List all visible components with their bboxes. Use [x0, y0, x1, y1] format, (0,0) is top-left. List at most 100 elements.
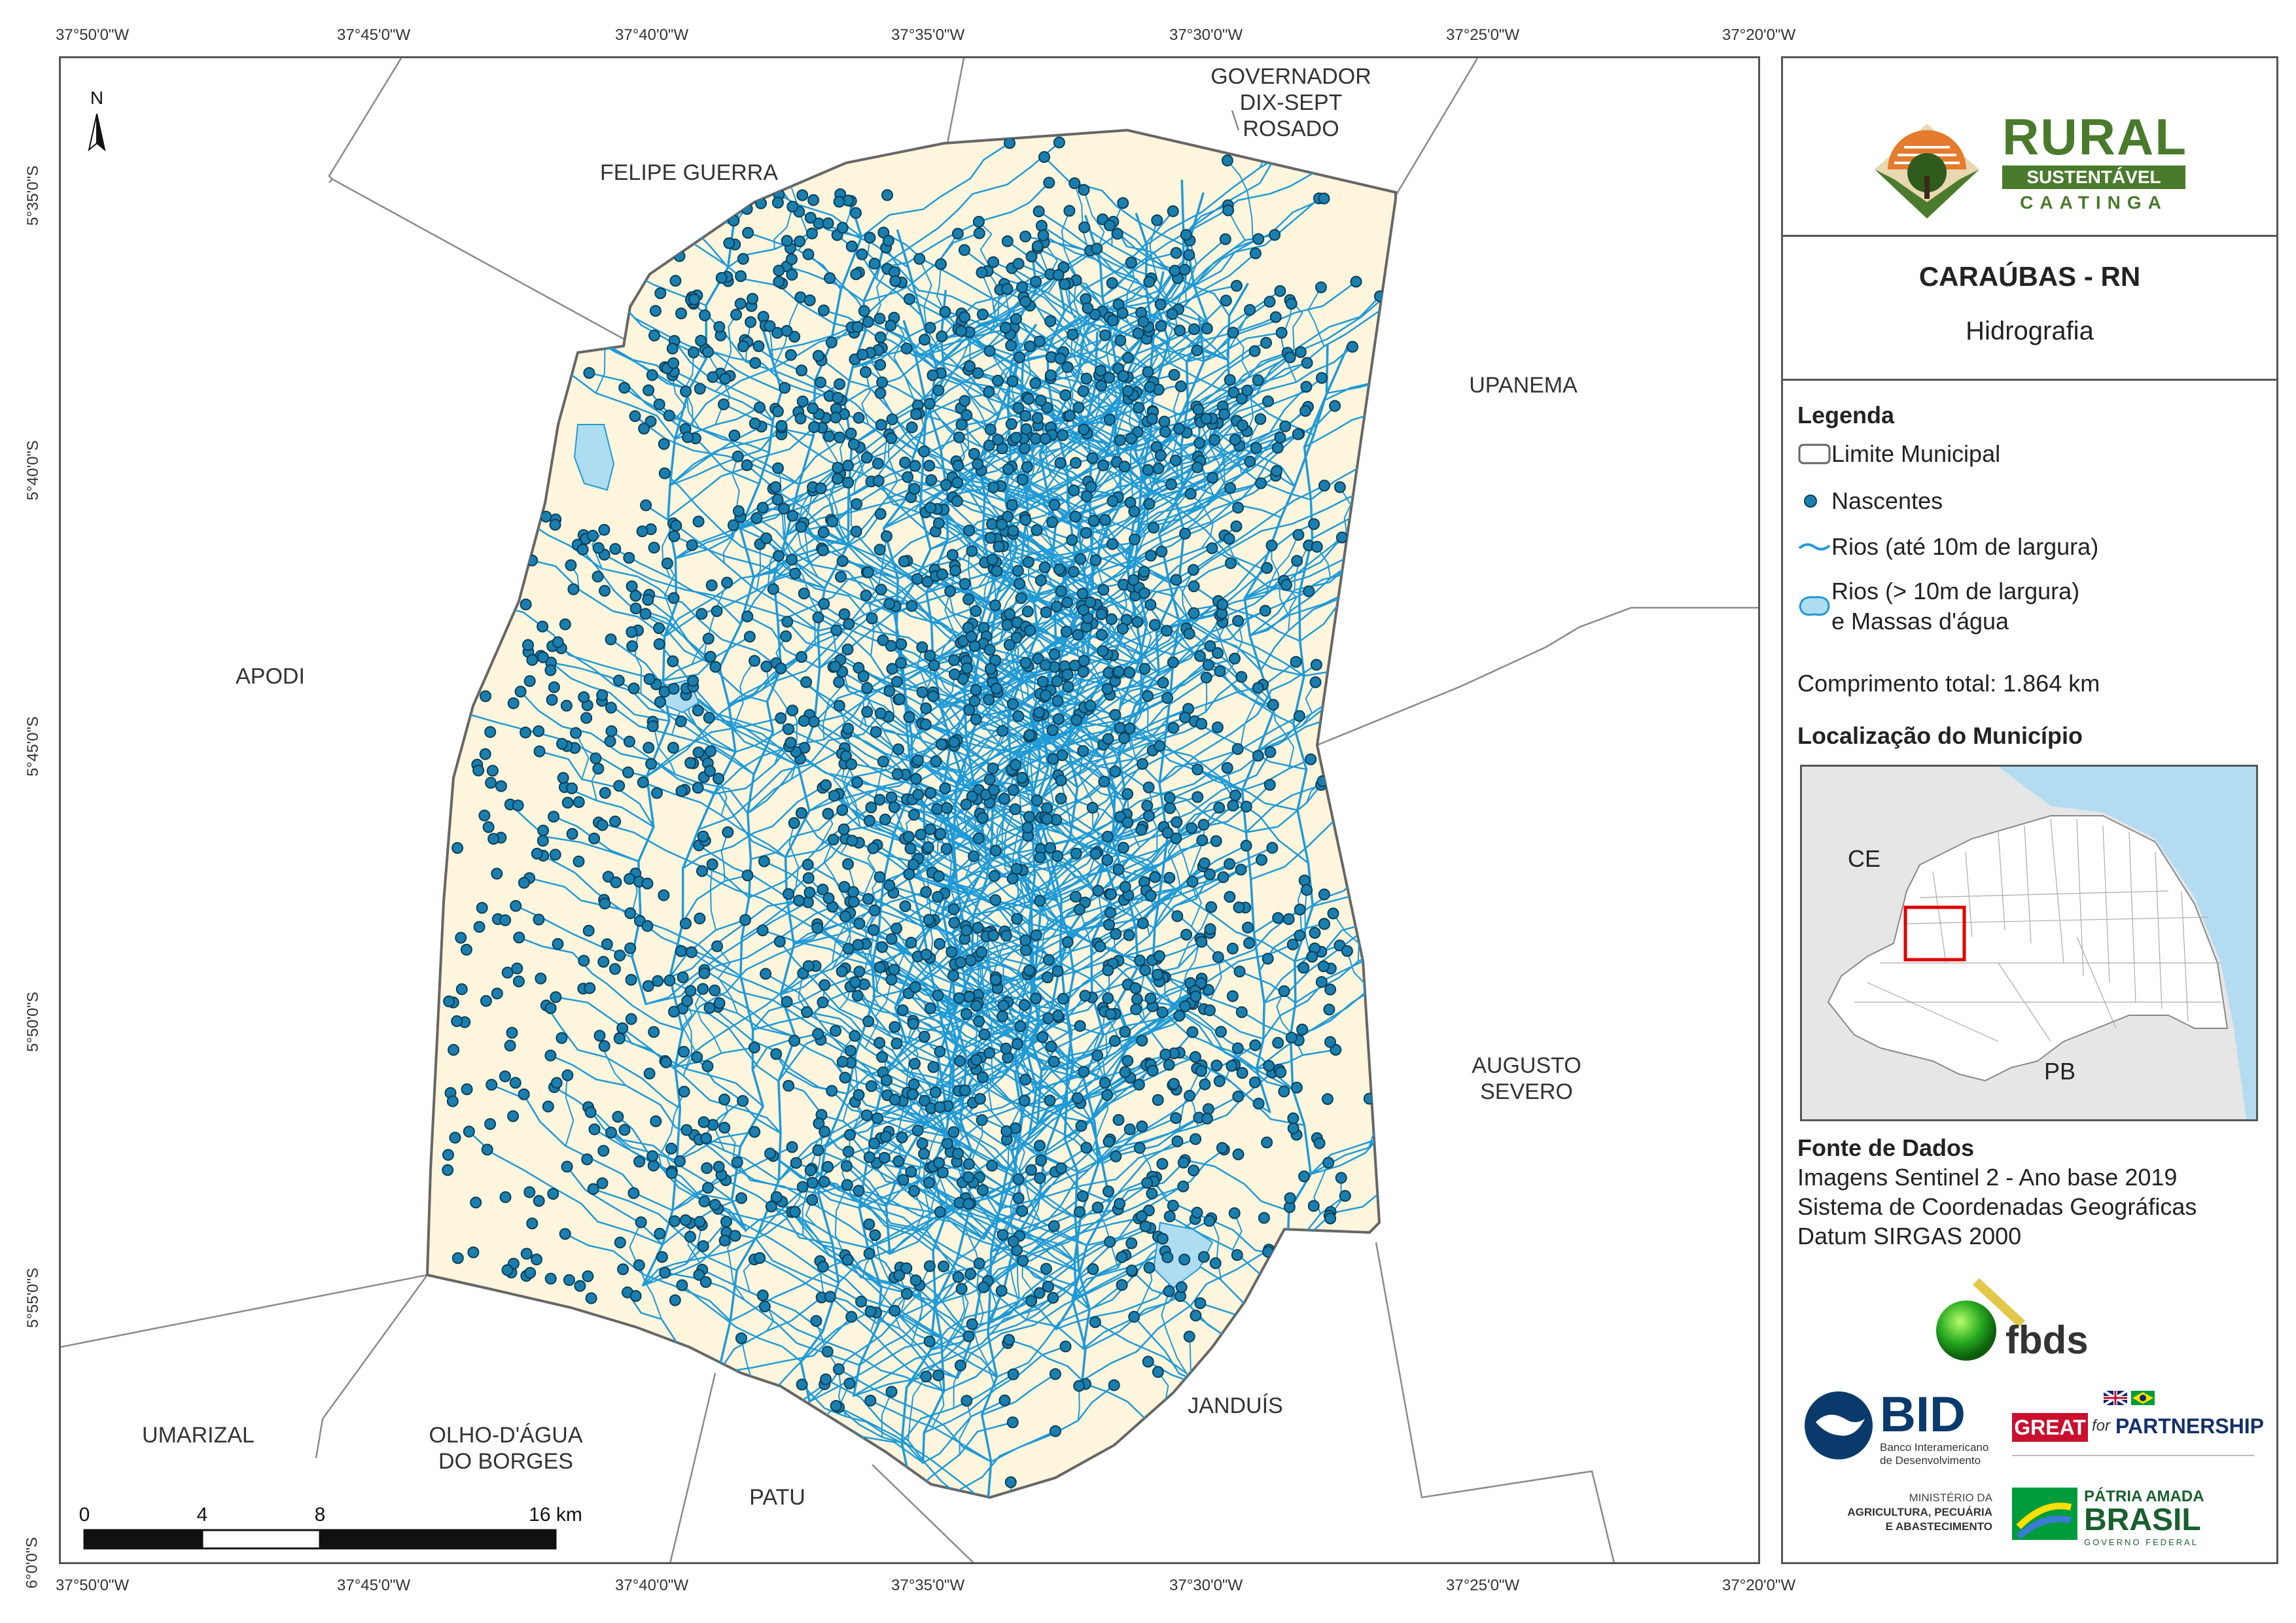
spring-point [839, 910, 851, 922]
river-segment [769, 1153, 860, 1209]
river-segment [964, 925, 1037, 968]
spring-point [1034, 895, 1046, 907]
spring-point [1248, 345, 1261, 357]
river-segment [1125, 670, 1221, 743]
spring-point [868, 924, 879, 936]
spring-point [772, 462, 784, 474]
river-segment [929, 792, 1069, 934]
river-segment [1046, 748, 1239, 846]
river-segment [847, 727, 944, 794]
spring-point [1309, 676, 1322, 688]
spring-point [473, 920, 486, 933]
spring-point [760, 532, 773, 544]
spring-point [601, 938, 613, 951]
spring-point [868, 258, 881, 270]
spring-point [908, 1185, 921, 1197]
spring-point [1282, 913, 1295, 925]
spring-point [800, 676, 812, 688]
spring-point [941, 802, 953, 814]
spring-point [567, 583, 580, 595]
spring-point [840, 750, 852, 762]
spring-point [1294, 346, 1307, 358]
spring-point [853, 411, 865, 424]
river-segment [713, 680, 898, 795]
spring-point [1144, 992, 1157, 1005]
spring-point [1136, 1120, 1148, 1132]
river-segment [945, 1288, 966, 1348]
lon-label-bottom-1: 37°50'0"W [56, 1577, 130, 1594]
river-segment [965, 855, 978, 893]
spring-point [1184, 1090, 1196, 1102]
spring-point [959, 1084, 971, 1096]
spring-point [1068, 484, 1080, 497]
spring-point [864, 1395, 877, 1406]
spring-point [905, 1166, 917, 1178]
river-segment [1109, 751, 1271, 843]
river-segment [1143, 421, 1159, 472]
spring-point [1183, 1331, 1195, 1343]
spring-point [1133, 1142, 1146, 1154]
spring-point [1167, 205, 1179, 217]
spring-point [1221, 154, 1233, 167]
spring-point [874, 871, 886, 883]
river-segment [870, 929, 879, 993]
river-segment [773, 206, 794, 250]
spring-point [812, 349, 824, 362]
spring-point [1033, 1287, 1046, 1299]
spring-point [1016, 281, 1028, 293]
spring-point [1188, 580, 1200, 593]
river-segment [1028, 856, 1041, 896]
spring-point [737, 1094, 749, 1107]
scale-label-4: 4 [196, 1504, 208, 1526]
spring-point [1047, 753, 1059, 765]
spring-point [1069, 510, 1082, 523]
river-segment [906, 347, 1111, 445]
spring-point [697, 830, 709, 843]
river-segment [923, 1153, 1076, 1263]
spring-point [865, 1080, 877, 1092]
river-segment [1133, 1266, 1153, 1319]
river-segment [1214, 422, 1226, 463]
spring-point [938, 1260, 949, 1272]
spring-point [796, 1181, 809, 1193]
spring-point [1236, 419, 1248, 432]
river-segment [671, 374, 686, 423]
spring-point [961, 924, 973, 937]
spring-point [820, 1373, 832, 1386]
spring-point [1159, 426, 1171, 438]
spring-point [1235, 393, 1248, 405]
spring-point [1117, 841, 1129, 854]
spring-point [1170, 1112, 1182, 1125]
spring-point [1222, 204, 1235, 217]
river-segment [691, 638, 709, 665]
spring-point [788, 817, 800, 829]
spring-point [1263, 1060, 1275, 1072]
spring-point [823, 430, 836, 442]
spring-point [463, 1125, 475, 1138]
spring-point [1103, 372, 1116, 384]
spring-point [679, 1214, 692, 1227]
spring-point [1125, 1237, 1138, 1249]
spring-point [701, 1162, 713, 1174]
spring-point [1186, 822, 1198, 834]
spring-point [1171, 910, 1184, 922]
river-segment [531, 559, 665, 638]
spring-point [843, 1377, 856, 1389]
spring-point [480, 690, 491, 703]
spring-point [501, 1264, 514, 1276]
spring-point [860, 589, 872, 602]
river-segment [1078, 909, 1095, 954]
map-canvas[interactable]: N [61, 58, 1760, 1564]
spring-point [1261, 1136, 1273, 1149]
river-segment [1083, 189, 1105, 253]
spring-point [735, 1332, 747, 1344]
map-frame[interactable]: N GOVERNADOR DIX-SEPT ROSADO FELIPE GUER… [59, 56, 1760, 1564]
river-segment [1138, 470, 1278, 527]
spring-point [1122, 385, 1134, 397]
spring-point [924, 322, 936, 334]
spring-point [1199, 1078, 1211, 1091]
river-segment [1187, 350, 1256, 405]
spring-point [1074, 1206, 1086, 1218]
spring-point [918, 1030, 930, 1043]
spring-point [1194, 1297, 1207, 1310]
